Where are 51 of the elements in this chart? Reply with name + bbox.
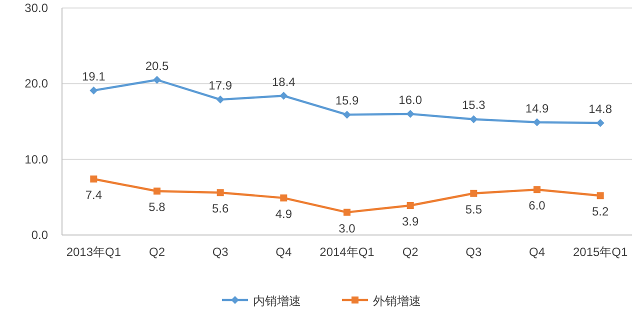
data-label: 5.8 bbox=[148, 200, 166, 214]
x-tick: Q3 bbox=[466, 245, 482, 259]
data-label: 14.8 bbox=[588, 102, 612, 116]
x-tick: Q2 bbox=[149, 245, 165, 259]
data-label: 3.9 bbox=[402, 214, 419, 228]
data-label: 15.9 bbox=[335, 94, 359, 108]
legend-label: 外销增速 bbox=[373, 294, 421, 308]
data-label: 4.9 bbox=[275, 206, 292, 221]
data-label: 7.4 bbox=[85, 188, 102, 202]
data-label: 17.9 bbox=[208, 78, 232, 93]
point bbox=[534, 186, 540, 194]
data-label: 20.5 bbox=[145, 58, 169, 73]
x-tick: Q4 bbox=[276, 245, 292, 259]
x-tick: 2014年Q1 bbox=[320, 245, 374, 259]
data-label: 5.5 bbox=[465, 202, 482, 216]
point bbox=[406, 110, 414, 118]
point bbox=[470, 115, 478, 124]
point bbox=[90, 176, 98, 183]
point bbox=[153, 76, 161, 84]
y-tick: 10.0 bbox=[24, 152, 48, 166]
point bbox=[154, 188, 160, 195]
point bbox=[280, 194, 288, 202]
data-label: 16.0 bbox=[398, 92, 422, 107]
point bbox=[216, 96, 224, 104]
y-tick: 20.0 bbox=[24, 76, 48, 91]
point bbox=[216, 189, 224, 196]
y-tick: 30.0 bbox=[24, 1, 48, 15]
x-tick: Q3 bbox=[212, 245, 228, 259]
legend-label: 内销增速 bbox=[253, 294, 301, 308]
y-tick: 0.0 bbox=[31, 228, 48, 242]
data-label: 14.9 bbox=[525, 101, 549, 116]
x-tick: Q2 bbox=[402, 245, 418, 259]
point bbox=[90, 86, 98, 94]
point bbox=[533, 118, 541, 126]
x-tick: Q4 bbox=[529, 245, 545, 259]
point bbox=[596, 192, 604, 200]
data-label: 5.2 bbox=[592, 204, 609, 219]
point bbox=[343, 110, 351, 119]
point bbox=[596, 119, 604, 128]
data-label: 15.3 bbox=[462, 98, 486, 112]
data-label: 6.0 bbox=[528, 198, 546, 213]
data-label: 18.4 bbox=[272, 74, 296, 89]
point bbox=[406, 202, 414, 209]
data-label: 19.1 bbox=[82, 69, 106, 84]
data-label: 5.6 bbox=[212, 202, 229, 216]
point bbox=[344, 208, 350, 216]
data-label: 3.0 bbox=[338, 221, 356, 236]
point bbox=[280, 92, 288, 100]
point bbox=[470, 190, 478, 197]
x-tick: 2013年Q1 bbox=[66, 245, 122, 259]
x-tick: 2015年Q1 bbox=[572, 245, 628, 259]
